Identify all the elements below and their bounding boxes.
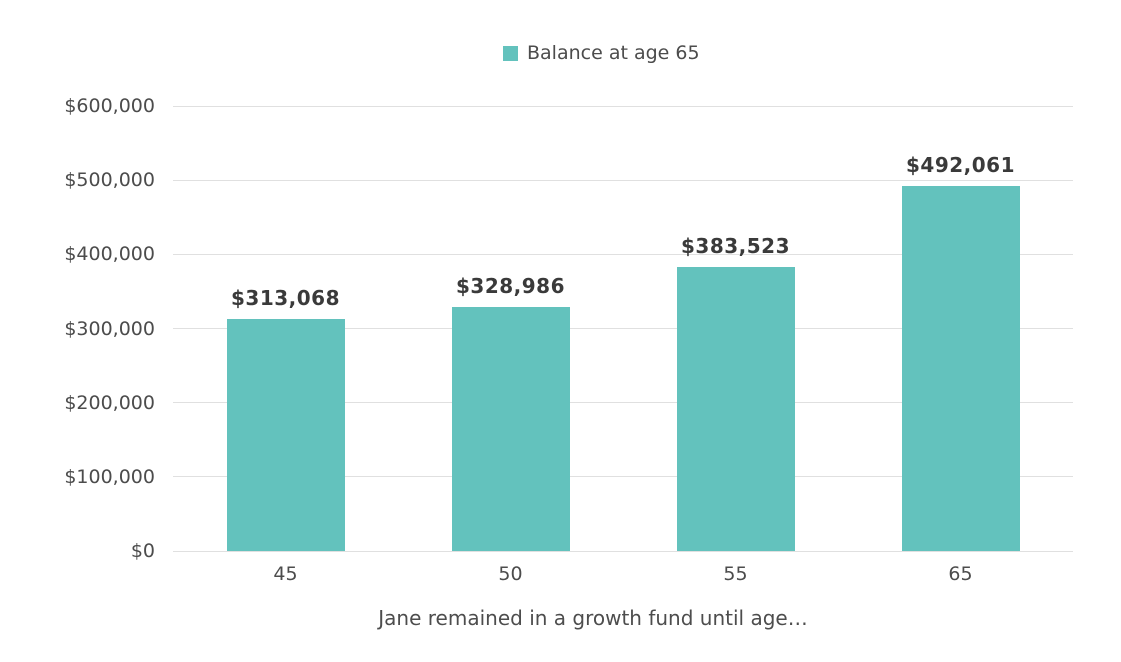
gridline [173, 179, 1073, 181]
y-tick-label: $200,000 [64, 391, 155, 414]
bar-age-50[interactable] [451, 307, 570, 551]
y-tick-label: $400,000 [64, 243, 155, 266]
bar-age-45[interactable] [226, 318, 345, 551]
gridline [173, 328, 1073, 329]
gridline [173, 402, 1073, 404]
x-tick-label: 50 [498, 563, 523, 585]
gridline [173, 476, 1073, 478]
legend-label: Balance at age 65 [527, 42, 700, 64]
bar-age-65[interactable] [901, 186, 1020, 551]
x-tick-label: 45 [273, 563, 298, 585]
gridline [173, 105, 1073, 107]
bar-age-55[interactable] [676, 266, 795, 551]
y-tick-label: $0 [130, 540, 155, 562]
legend-swatch-icon [503, 45, 518, 61]
bar-value-label: $383,523 [680, 233, 790, 258]
y-tick-label: $100,000 [64, 465, 155, 488]
gridline [173, 550, 1073, 552]
x-tick-label: 55 [723, 563, 748, 585]
bar-value-label: $492,061 [905, 153, 1015, 178]
y-tick-label: $500,000 [64, 169, 155, 192]
x-axis-title: Jane remained in a growth fund until age… [378, 606, 808, 630]
y-tick-label: $300,000 [64, 317, 155, 340]
bar-value-label: $328,986 [455, 274, 565, 298]
y-axis-labels: $0 $100,000 $200,000 $300,000 $400,000 $500,0… [0, 95, 155, 562]
gridline [173, 253, 1073, 255]
y-tick-label: $600,000 [64, 95, 155, 117]
legend-item[interactable]: Balance at age 65 [503, 42, 700, 64]
x-tick-label: 65 [948, 563, 973, 585]
plot-area: $313,068 $328,986 $383,523 $492,061 [173, 105, 1073, 552]
x-axis-labels: 45 50 55 65 [173, 563, 1073, 589]
bar-value-label: $313,068 [230, 285, 340, 310]
